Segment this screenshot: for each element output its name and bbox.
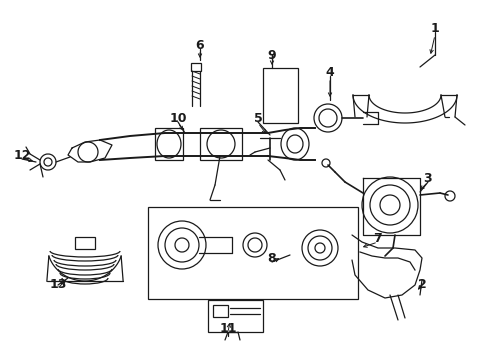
Text: 4: 4: [326, 66, 334, 78]
Bar: [200, 128, 242, 160]
Bar: [191, 63, 201, 71]
Bar: [148, 207, 358, 299]
Text: 1: 1: [431, 22, 440, 35]
Text: 11: 11: [219, 321, 237, 334]
Text: 9: 9: [268, 49, 276, 62]
Bar: [263, 68, 298, 123]
Bar: [208, 300, 263, 332]
Text: 6: 6: [196, 39, 204, 51]
Bar: [75, 237, 95, 249]
Text: 8: 8: [268, 252, 276, 265]
Bar: [155, 128, 183, 160]
Text: 3: 3: [424, 171, 432, 185]
Text: 7: 7: [373, 231, 382, 244]
Text: 5: 5: [254, 112, 262, 125]
Text: 10: 10: [169, 112, 187, 125]
Text: 12: 12: [13, 149, 31, 162]
Text: 13: 13: [49, 279, 67, 292]
Bar: [213, 305, 228, 317]
Text: 2: 2: [417, 279, 426, 292]
